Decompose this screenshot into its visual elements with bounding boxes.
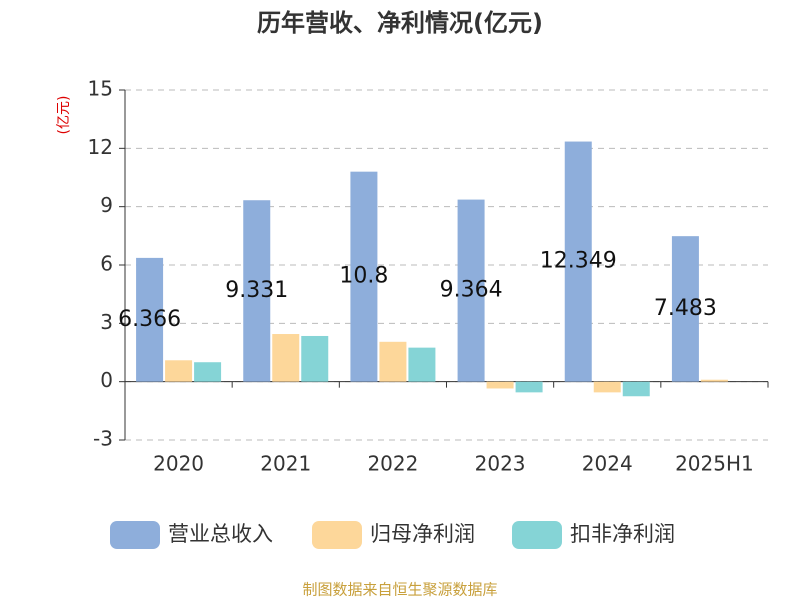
data-label: 6.366 — [118, 307, 181, 332]
bar — [350, 171, 378, 382]
y-tick-label: 0 — [100, 368, 113, 392]
y-tick-label: 12 — [88, 135, 113, 159]
bar — [243, 200, 271, 382]
legend-swatch — [312, 521, 362, 549]
y-tick-label: 15 — [88, 77, 113, 101]
bar — [165, 360, 193, 382]
x-tick-label: 2021 — [260, 452, 311, 476]
bar — [622, 381, 650, 397]
chart-title: 历年营收、净利情况(亿元) — [257, 9, 543, 37]
data-label: 10.8 — [339, 264, 388, 289]
source: 制图数据来自恒生聚源数据库 — [302, 581, 497, 599]
y-tick-label: 9 — [100, 193, 113, 217]
bar — [457, 199, 485, 382]
x-tick-label: 2024 — [582, 452, 633, 476]
x-tick-label: 2020 — [153, 452, 204, 476]
y-axis-label: (亿元) — [56, 96, 72, 135]
bar — [593, 381, 621, 393]
bar — [564, 141, 592, 382]
bar — [272, 334, 300, 382]
bar — [136, 257, 164, 382]
data-label: 9.364 — [440, 278, 503, 303]
y-tick-label: 6 — [100, 252, 113, 276]
bar — [301, 335, 329, 382]
bar — [486, 381, 514, 389]
x-tick-label: 2023 — [475, 452, 526, 476]
bar — [408, 347, 436, 382]
legend-label: 归母净利润 — [370, 522, 475, 546]
data-label: 12.349 — [540, 249, 617, 274]
data-label: 9.331 — [225, 278, 288, 303]
bar — [671, 236, 699, 382]
bar — [515, 381, 543, 393]
data-label: 7.483 — [654, 296, 717, 321]
x-tick-label: 2025H1 — [675, 452, 754, 476]
legend-label: 营业总收入 — [168, 522, 273, 546]
y-tick-label: -3 — [93, 427, 113, 451]
legend-swatch — [512, 521, 562, 549]
legend-swatch — [110, 521, 160, 549]
legend-label: 扣非净利润 — [570, 522, 675, 546]
bar — [700, 379, 728, 382]
x-tick-label: 2022 — [367, 452, 418, 476]
bar — [379, 341, 407, 382]
bar — [194, 362, 222, 382]
y-tick-label: 3 — [100, 310, 113, 334]
